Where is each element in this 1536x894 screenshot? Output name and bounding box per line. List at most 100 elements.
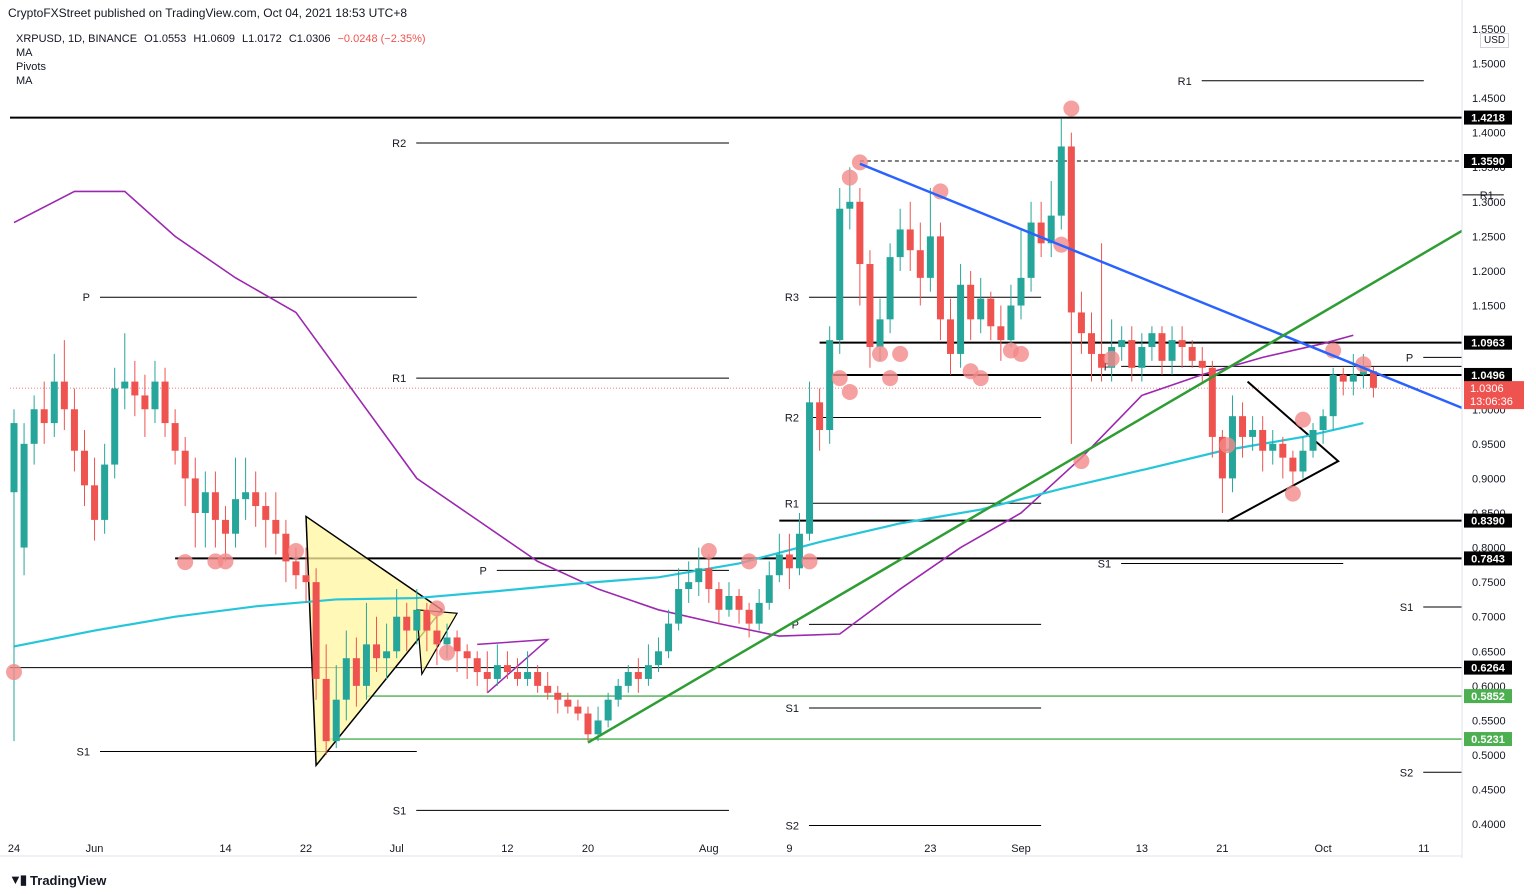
- candle-body: [111, 388, 119, 465]
- support-resistance-levels: [10, 116, 1462, 740]
- candle-body: [362, 644, 370, 686]
- candle-body: [473, 658, 481, 673]
- touch-marker: [217, 553, 234, 570]
- candle-body: [121, 381, 129, 389]
- legend: XRPUSD, 1D, BINANCE O1.0553 H1.0609 L1.0…: [16, 32, 430, 88]
- candle-body: [1178, 340, 1186, 348]
- level-price-tag: [1464, 732, 1512, 747]
- touch-marker: [892, 345, 909, 362]
- level-price-tag: [1464, 153, 1512, 168]
- candle-body: [70, 409, 78, 451]
- candle-body: [936, 236, 944, 320]
- indicator-pivots[interactable]: Pivots: [16, 61, 46, 73]
- candle-body: [292, 561, 300, 576]
- candle-body: [373, 644, 381, 659]
- price-tick-label: 0.5000: [1472, 750, 1506, 762]
- candle-body: [846, 201, 854, 209]
- level-price-tag: [1464, 335, 1512, 350]
- candle-body: [1289, 457, 1297, 472]
- touch-marker: [1294, 411, 1311, 428]
- level-price-label: 0.7843: [1471, 553, 1505, 565]
- pivot-label: R2: [392, 138, 406, 150]
- pivot-label: R1: [1480, 190, 1494, 202]
- candle-body: [1017, 277, 1025, 306]
- time-tick-label: Oct: [1315, 843, 1332, 855]
- touch-marker: [700, 543, 717, 560]
- pivot-lines: R1 R1 R2 P R1 R3 R2 R1 P P S1 S1 P P S1 S1 S1 S2 S2: [77, 76, 1504, 833]
- candle-body: [574, 706, 582, 714]
- time-tick-label: 22: [300, 843, 312, 855]
- level-price-tag: [1464, 551, 1512, 566]
- level-price-tag: [1464, 660, 1512, 675]
- triangle-pattern: [1226, 380, 1340, 523]
- candle-body: [1007, 305, 1015, 341]
- candle-body: [10, 423, 18, 493]
- touch-marker: [841, 169, 858, 186]
- pivot-label: S2: [1400, 767, 1413, 779]
- candle-body: [1188, 347, 1196, 361]
- candle-body: [161, 381, 169, 424]
- candle-body: [342, 658, 350, 700]
- level-price-tag: [1464, 367, 1512, 382]
- candle-body: [232, 499, 240, 534]
- candle-body: [1309, 430, 1317, 451]
- time-tick-label: 11: [1418, 843, 1429, 855]
- price-tick-label: 0.7500: [1472, 577, 1506, 589]
- symbol-label[interactable]: XRPUSD, 1D, BINANCE: [16, 33, 138, 45]
- candle-body: [91, 485, 99, 520]
- candle-body: [1138, 347, 1146, 368]
- currency-label[interactable]: USD: [1480, 33, 1510, 48]
- time-tick-label: 23: [924, 843, 936, 855]
- level-price-tag: [1464, 110, 1512, 125]
- candle-body: [453, 637, 461, 652]
- candle-body: [896, 229, 904, 258]
- touch-marker: [841, 383, 858, 400]
- touch-marker: [428, 600, 445, 617]
- candle-body: [1128, 340, 1136, 368]
- candle-body: [1158, 333, 1166, 361]
- candle-body: [514, 672, 521, 679]
- candle-body: [80, 450, 88, 486]
- candle-body: [1218, 436, 1226, 479]
- price-tick-label: 0.4000: [1472, 819, 1506, 831]
- candle-body: [433, 630, 441, 645]
- price-tick-label: 0.9500: [1472, 439, 1506, 451]
- candle-body: [1369, 371, 1377, 388]
- time-tick-label: 9: [786, 843, 792, 855]
- candle-body: [916, 250, 924, 278]
- indicator-ma-2[interactable]: MA: [16, 75, 33, 87]
- candle-body: [1299, 450, 1307, 472]
- candle-body: [1087, 333, 1095, 354]
- candle-body: [977, 298, 985, 320]
- tradingview-icon: ▼▮: [9, 872, 27, 887]
- candle-body: [503, 665, 511, 673]
- published-line: CryptoFXStreet published on TradingView.…: [8, 6, 407, 20]
- candle-body: [735, 595, 743, 610]
- candle-body: [493, 665, 501, 679]
- high-value: H1.0609: [193, 33, 235, 45]
- candle-body: [171, 423, 179, 451]
- candle-body: [554, 692, 562, 700]
- candle-body: [352, 658, 360, 686]
- pivot-label: S1: [393, 805, 406, 817]
- candle-body: [252, 492, 260, 507]
- candle-body: [715, 589, 723, 610]
- candle-body: [826, 340, 834, 430]
- candle-body: [383, 651, 391, 659]
- time-tick-label: 12: [501, 843, 513, 855]
- candle-body: [211, 492, 219, 520]
- candle-body: [131, 381, 139, 396]
- candle-body: [463, 651, 471, 659]
- candle-body: [50, 381, 58, 424]
- candle-body: [947, 319, 955, 354]
- candle-body: [1198, 360, 1206, 368]
- candle-body: [101, 464, 109, 520]
- level-price-label: 1.0496: [1471, 370, 1505, 382]
- candle-body: [1269, 443, 1277, 451]
- touch-marker: [1103, 350, 1120, 367]
- indicator-ma-1[interactable]: MA: [16, 47, 33, 59]
- candle-body: [1249, 430, 1257, 437]
- candle-body: [272, 519, 280, 534]
- level-price-label: 1.0963: [1471, 338, 1505, 350]
